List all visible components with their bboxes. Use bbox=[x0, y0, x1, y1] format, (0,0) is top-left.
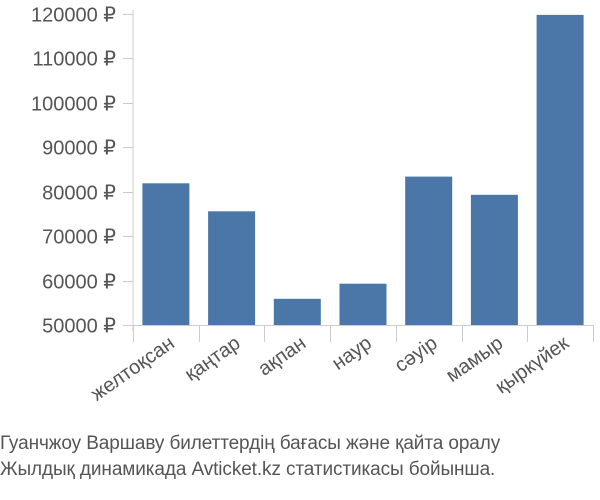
x-tick-label: сәуір bbox=[391, 332, 442, 377]
x-tick-label: наур bbox=[328, 332, 376, 375]
y-tick-label: 90000 ₽ bbox=[42, 138, 116, 160]
bar bbox=[208, 211, 256, 325]
y-tick-label: 110000 ₽ bbox=[32, 49, 116, 71]
x-tick-label: желтоқсан bbox=[87, 332, 179, 405]
y-tick-label: 50000 ₽ bbox=[42, 316, 116, 338]
bar bbox=[536, 14, 584, 326]
bar bbox=[405, 176, 453, 325]
y-tick-label: 70000 ₽ bbox=[42, 227, 116, 249]
y-tick-label: 80000 ₽ bbox=[42, 183, 116, 205]
bar bbox=[470, 194, 518, 325]
caption-line-2: Жылдық динамикада Avticket.kz статистика… bbox=[0, 459, 496, 480]
x-tick-label: қаңтар bbox=[181, 332, 244, 386]
x-tick-label: қыркүйек bbox=[492, 332, 574, 398]
caption-line-1: Гуанчжоу Варшаву билеттердің бағасы және… bbox=[0, 433, 501, 454]
y-tick-label: 100000 ₽ bbox=[31, 94, 116, 116]
y-tick-label: 60000 ₽ bbox=[42, 272, 116, 294]
x-tick-label: ақпан bbox=[254, 332, 310, 380]
bars bbox=[142, 14, 584, 326]
y-tick-label: 120000 ₽ bbox=[31, 5, 116, 27]
bar bbox=[339, 283, 387, 325]
y-axis: 50000 ₽ 60000 ₽ 70000 ₽ 80000 ₽ 90000 ₽ 10000… bbox=[31, 5, 134, 338]
bar bbox=[273, 298, 321, 325]
bar bbox=[142, 183, 190, 325]
x-axis: желтоқсан қаңтар ақпан наур сәуір мамырқыркүй… bbox=[87, 325, 594, 405]
